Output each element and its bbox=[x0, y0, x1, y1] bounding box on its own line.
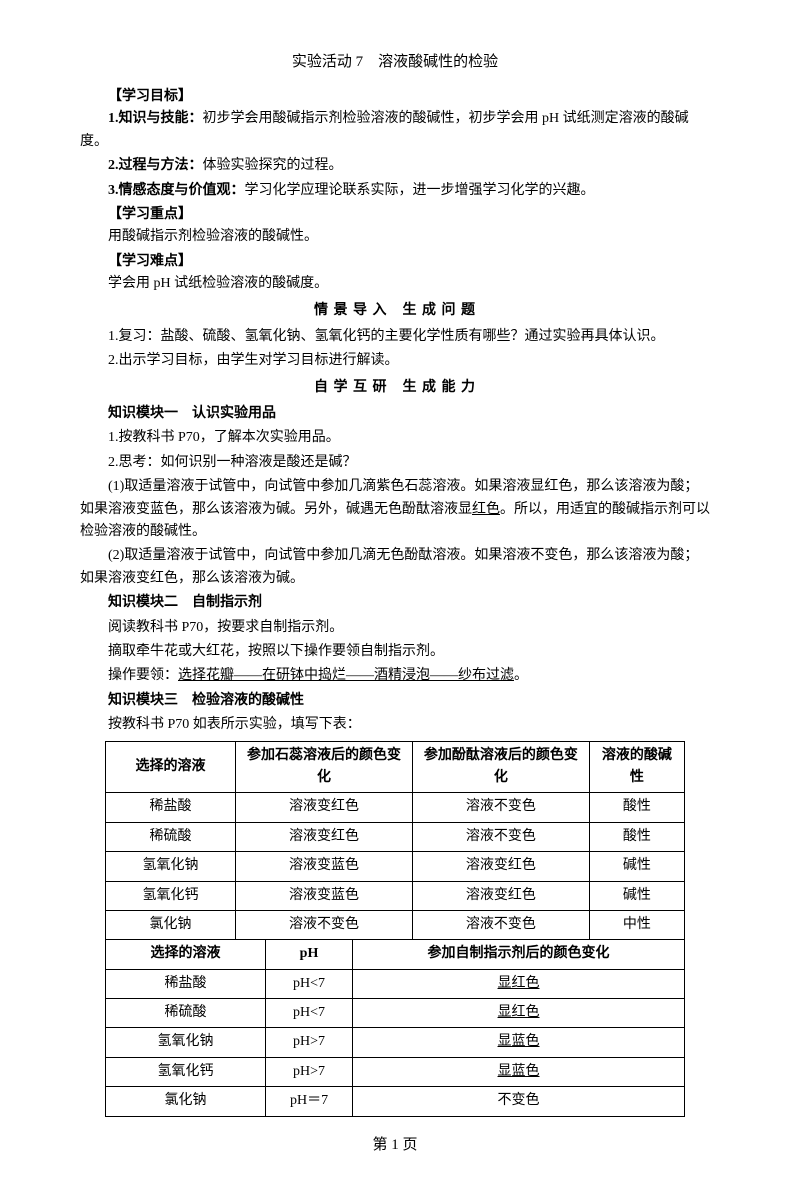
table-cell: 稀硫酸 bbox=[106, 822, 236, 851]
module-1-para-1: (1)取适量溶液于试管中，向试管中参加几滴紫色石蕊溶液。如果溶液显红色，那么该溶… bbox=[80, 476, 710, 543]
table-row: 选择的溶液 参加石蕊溶液后的颜色变化 参加酚酞溶液后的颜色变化 溶液的酸碱性 bbox=[106, 741, 685, 793]
table-row: 稀硫酸溶液变红色溶液不变色酸性 bbox=[106, 822, 685, 851]
objective-3: 3.情感态度与价值观：学习化学应理论联系实际，进一步增强学习化学的兴趣。 bbox=[80, 180, 710, 202]
table-cell: 显蓝色 bbox=[353, 1028, 685, 1057]
scene-line-2: 2.出示学习目标，由学生对学习目标进行解读。 bbox=[80, 350, 710, 372]
doc-title: 实验活动 7 溶液酸碱性的检验 bbox=[80, 50, 710, 74]
table-cell: 溶液变蓝色 bbox=[236, 852, 413, 881]
table-cell: 碱性 bbox=[589, 852, 684, 881]
table-cell: pH<7 bbox=[266, 969, 353, 998]
module-2-line-3a: 操作要领： bbox=[108, 668, 178, 683]
table-cell: 溶液变红色 bbox=[412, 881, 589, 910]
objective-1: 1.知识与技能：初步学会用酸碱指示剂检验溶液的酸碱性，初步学会用 pH 试纸测定… bbox=[80, 108, 710, 153]
module-1-title: 知识模块一 认识实验用品 bbox=[80, 403, 710, 425]
table-header-cell: 参加自制指示剂后的颜色变化 bbox=[353, 940, 685, 969]
difficulty-text: 学会用 pH 试纸检验溶液的酸碱度。 bbox=[80, 273, 710, 295]
module-2-line-3: 操作要领：选择花瓣——在研钵中捣烂——酒精浸泡——纱布过滤。 bbox=[80, 665, 710, 687]
table-cell: 酸性 bbox=[589, 793, 684, 822]
table-cell: 稀硫酸 bbox=[106, 999, 266, 1028]
keypoint-text: 用酸碱指示剂检验溶液的酸碱性。 bbox=[80, 226, 710, 248]
table-cell: 显蓝色 bbox=[353, 1057, 685, 1086]
table-header-cell: 选择的溶液 bbox=[106, 741, 236, 793]
table-cell-underline: 显蓝色 bbox=[498, 1064, 540, 1079]
table-row: 氯化钠溶液不变色溶液不变色中性 bbox=[106, 910, 685, 939]
difficulty-header: 【学习难点】 bbox=[80, 251, 710, 273]
table-row: 氢氧化钙pH>7 显蓝色 bbox=[106, 1057, 685, 1086]
module-1-para-1-underline: 红色 bbox=[472, 502, 500, 517]
module-2-line-2: 摘取牵牛花或大红花，按照以下操作要领自制指示剂。 bbox=[80, 641, 710, 663]
table-cell: 溶液不变色 bbox=[236, 910, 413, 939]
objectives-header: 【学习目标】 bbox=[80, 86, 710, 108]
table-cell: 溶液变蓝色 bbox=[236, 881, 413, 910]
page-root: 实验活动 7 溶液酸碱性的检验 【学习目标】 1.知识与技能：初步学会用酸碱指示… bbox=[0, 0, 790, 1177]
table-ph-results: 选择的溶液 pH 参加自制指示剂后的颜色变化 稀盐酸pH<7 显红色 稀硫酸pH<… bbox=[105, 939, 685, 1116]
table-cell: 氢氧化钠 bbox=[106, 852, 236, 881]
table-cell: pH<7 bbox=[266, 999, 353, 1028]
objective-3-text: 学习化学应理论联系实际，进一步增强学习化学的兴趣。 bbox=[245, 183, 595, 198]
module-2-title: 知识模块二 自制指示剂 bbox=[80, 592, 710, 614]
table-cell: 中性 bbox=[589, 910, 684, 939]
objective-2-label: 2.过程与方法： bbox=[108, 158, 203, 173]
table-cell-underline: 显红色 bbox=[498, 976, 540, 991]
table-cell-text: 不变色 bbox=[498, 1093, 540, 1108]
table-row: 氯化钠pH＝7 不变色 bbox=[106, 1087, 685, 1116]
table-header-cell: 参加石蕊溶液后的颜色变化 bbox=[236, 741, 413, 793]
table-cell: 显红色 bbox=[353, 999, 685, 1028]
table-cell-underline: 显蓝色 bbox=[498, 1034, 540, 1049]
table-cell: 显红色 bbox=[353, 969, 685, 998]
scene-heading: 情 景 导 入 生 成 问 题 bbox=[80, 300, 710, 322]
table-header-cell: 溶液的酸碱性 bbox=[589, 741, 684, 793]
table-cell: 碱性 bbox=[589, 881, 684, 910]
table-cell: 氢氧化钙 bbox=[106, 1057, 266, 1086]
module-2-line-3b: 。 bbox=[514, 668, 528, 683]
table-cell: 稀盐酸 bbox=[106, 969, 266, 998]
table-cell: pH>7 bbox=[266, 1028, 353, 1057]
table-row: 氢氧化钙溶液变蓝色溶液变红色碱性 bbox=[106, 881, 685, 910]
table-row: 选择的溶液 pH 参加自制指示剂后的颜色变化 bbox=[106, 940, 685, 969]
table-row: 氢氧化钠pH>7 显蓝色 bbox=[106, 1028, 685, 1057]
table-cell: 溶液变红色 bbox=[412, 852, 589, 881]
table-row: 稀盐酸pH<7 显红色 bbox=[106, 969, 685, 998]
table-cell: 氢氧化钠 bbox=[106, 1028, 266, 1057]
self-study-heading: 自 学 互 研 生 成 能 力 bbox=[80, 377, 710, 399]
table-cell: 溶液不变色 bbox=[412, 822, 589, 851]
table-cell: pH＝7 bbox=[266, 1087, 353, 1116]
table-row: 稀硫酸pH<7 显红色 bbox=[106, 999, 685, 1028]
module-3-title: 知识模块三 检验溶液的酸碱性 bbox=[80, 690, 710, 712]
objective-2-text: 体验实验探究的过程。 bbox=[203, 158, 343, 173]
table-cell: 溶液不变色 bbox=[412, 910, 589, 939]
module-1-line-1: 1.按教科书 P70，了解本次实验用品。 bbox=[80, 427, 710, 449]
module-1-para-2: (2)取适量溶液于试管中，向试管中参加几滴无色酚酞溶液。如果溶液不变色，那么该溶… bbox=[80, 545, 710, 590]
table-row: 氢氧化钠溶液变蓝色溶液变红色碱性 bbox=[106, 852, 685, 881]
table-cell: 酸性 bbox=[589, 822, 684, 851]
keypoint-header: 【学习重点】 bbox=[80, 204, 710, 226]
table-cell: 溶液变红色 bbox=[236, 822, 413, 851]
table-cell: 氢氧化钙 bbox=[106, 881, 236, 910]
objective-1-label: 1.知识与技能： bbox=[108, 111, 203, 126]
table-header-cell: 选择的溶液 bbox=[106, 940, 266, 969]
table-cell: pH>7 bbox=[266, 1057, 353, 1086]
table-header-cell: 参加酚酞溶液后的颜色变化 bbox=[412, 741, 589, 793]
table-indicator-results: 选择的溶液 参加石蕊溶液后的颜色变化 参加酚酞溶液后的颜色变化 溶液的酸碱性 稀… bbox=[105, 741, 685, 941]
table-cell: 氯化钠 bbox=[106, 910, 236, 939]
module-2-line-1: 阅读教科书 P70，按要求自制指示剂。 bbox=[80, 617, 710, 639]
table-cell: 溶液变红色 bbox=[236, 793, 413, 822]
table-cell-underline: 显红色 bbox=[498, 1005, 540, 1020]
table-row: 稀盐酸溶液变红色溶液不变色酸性 bbox=[106, 793, 685, 822]
table-cell: 不变色 bbox=[353, 1087, 685, 1116]
objective-3-label: 3.情感态度与价值观： bbox=[108, 183, 245, 198]
objective-2: 2.过程与方法：体验实验探究的过程。 bbox=[80, 155, 710, 177]
module-2-line-3-underline: 选择花瓣——在研钵中捣烂——酒精浸泡——纱布过滤 bbox=[178, 668, 514, 683]
table-header-cell: pH bbox=[266, 940, 353, 969]
table-cell: 溶液不变色 bbox=[412, 793, 589, 822]
table-cell: 稀盐酸 bbox=[106, 793, 236, 822]
module-3-line-1: 按教科书 P70 如表所示实验，填写下表： bbox=[80, 714, 710, 736]
module-1-line-2: 2.思考：如何识别一种溶液是酸还是碱？ bbox=[80, 452, 710, 474]
table-cell: 氯化钠 bbox=[106, 1087, 266, 1116]
scene-line-1: 1.复习：盐酸、硫酸、氢氧化钠、氢氧化钙的主要化学性质有哪些？通过实验再具体认识… bbox=[80, 326, 710, 348]
page-number: 第 1 页 bbox=[80, 1133, 710, 1157]
